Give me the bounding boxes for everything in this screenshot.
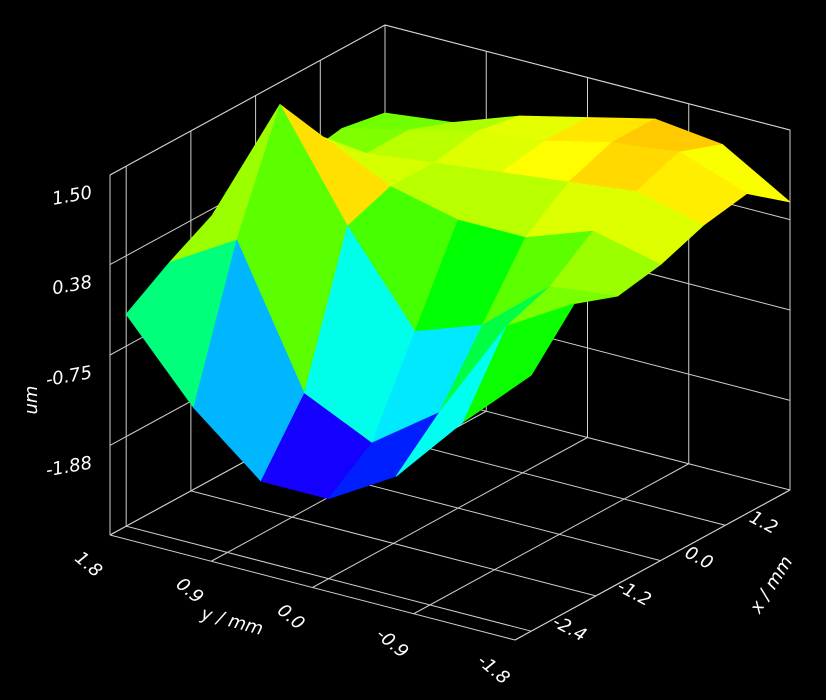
- y-tick-label: -0.9: [372, 624, 412, 663]
- grid-line: [514, 489, 791, 641]
- y-tick-label: 1.8: [71, 547, 106, 581]
- surface-layer: [125, 104, 791, 500]
- z-tick-label: -0.75: [44, 362, 94, 391]
- z-tick-label: 0.38: [51, 272, 94, 300]
- grid-line: [109, 24, 386, 176]
- grid-line: [384, 24, 791, 131]
- y-tick-label: -1.8: [473, 650, 513, 689]
- y-tick-label: 0.0: [273, 600, 308, 634]
- surface-patch: [463, 303, 575, 423]
- y-axis-label: y / mm: [198, 603, 265, 640]
- z-tick-label: 1.50: [51, 182, 94, 210]
- z-tick-label: -1.88: [44, 453, 94, 482]
- grid-line: [312, 437, 588, 588]
- x-tick-label: -2.4: [549, 611, 590, 646]
- grid-line: [413, 463, 689, 615]
- z-axis-label: um: [21, 386, 42, 415]
- x-tick-label: -1.2: [614, 576, 655, 611]
- y-tick-label: 0.9: [172, 574, 207, 608]
- x-axis-label: x / mm: [745, 552, 797, 618]
